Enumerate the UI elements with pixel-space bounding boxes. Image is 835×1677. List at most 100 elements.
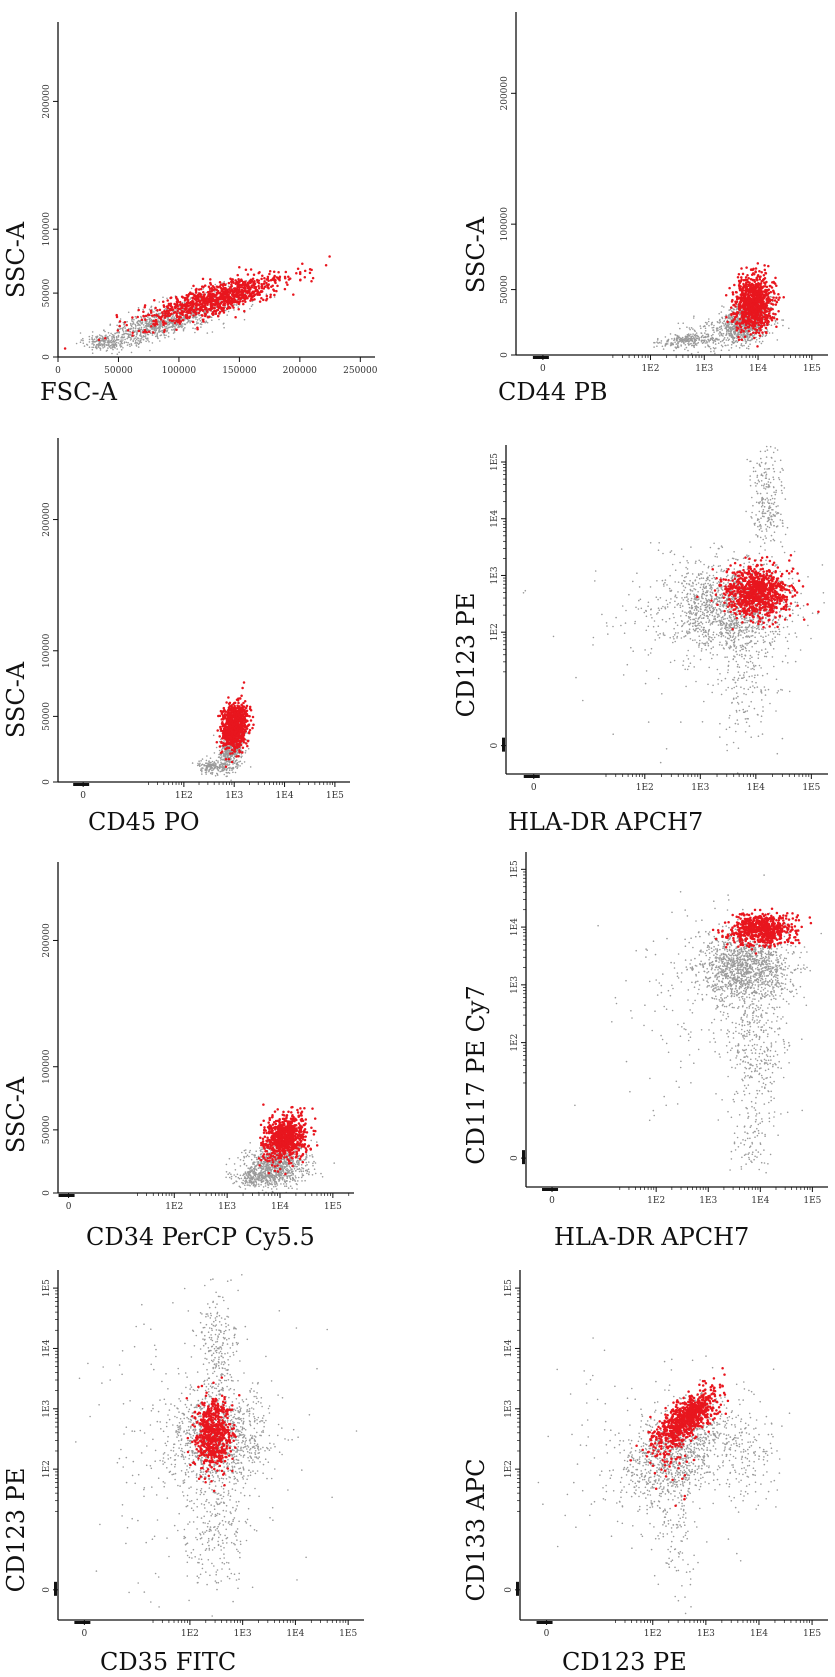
event-point xyxy=(185,314,189,318)
event-point xyxy=(125,341,128,344)
event-point xyxy=(758,341,761,343)
event-point xyxy=(98,334,101,336)
event-point xyxy=(698,337,701,339)
event-point xyxy=(189,303,192,307)
event-point xyxy=(142,315,146,318)
event-point xyxy=(121,335,123,338)
event-point xyxy=(236,293,240,297)
event-point xyxy=(124,330,127,332)
event-point xyxy=(722,323,725,325)
event-point xyxy=(235,300,239,303)
event-point xyxy=(712,329,714,331)
x-tick-label: 50000 xyxy=(104,366,133,376)
event-point xyxy=(215,293,218,297)
event-point xyxy=(91,337,93,339)
event-point xyxy=(100,339,103,342)
event-point xyxy=(192,308,195,312)
event-point xyxy=(720,349,723,352)
event-point xyxy=(769,290,773,294)
event-point xyxy=(223,740,225,742)
event-point xyxy=(757,305,761,309)
event-point xyxy=(145,331,148,334)
event-point xyxy=(238,291,241,294)
event-point xyxy=(728,321,731,324)
event-point xyxy=(741,321,745,325)
event-point xyxy=(225,288,228,292)
event-point xyxy=(700,327,702,330)
event-point xyxy=(167,335,170,338)
event-point xyxy=(243,298,246,301)
event-point xyxy=(176,309,179,313)
event-point xyxy=(127,311,130,314)
event-point xyxy=(241,283,244,286)
event-point xyxy=(172,311,176,315)
event-point xyxy=(775,300,779,304)
event-point xyxy=(238,265,241,269)
event-point xyxy=(121,327,123,330)
event-point xyxy=(725,315,728,319)
event-point xyxy=(201,770,203,773)
event-point xyxy=(94,341,96,343)
event-point xyxy=(731,316,733,319)
event-point xyxy=(154,306,157,310)
event-point xyxy=(140,315,142,318)
event-point xyxy=(703,339,705,342)
event-point xyxy=(111,347,113,349)
event-point xyxy=(134,330,137,332)
event-point xyxy=(147,325,150,327)
event-point xyxy=(732,308,734,310)
event-point xyxy=(774,276,777,280)
event-point xyxy=(205,773,207,775)
event-point xyxy=(177,307,180,310)
event-point xyxy=(101,337,104,340)
event-point xyxy=(265,298,268,302)
event-point xyxy=(688,344,690,346)
event-point xyxy=(131,325,133,328)
event-point xyxy=(764,326,768,330)
event-point xyxy=(711,321,714,324)
event-point xyxy=(122,326,125,329)
event-point xyxy=(152,319,155,323)
event-point xyxy=(250,284,253,287)
event-point xyxy=(183,315,185,318)
event-point xyxy=(238,300,242,303)
event-point xyxy=(199,323,202,325)
event-point xyxy=(122,339,124,341)
event-point xyxy=(714,343,717,345)
event-point xyxy=(214,291,216,293)
event-point xyxy=(136,342,139,344)
event-point xyxy=(100,334,102,337)
event-point xyxy=(209,283,213,286)
event-point xyxy=(752,331,755,334)
event-point xyxy=(137,346,140,348)
event-point xyxy=(749,343,751,346)
event-point xyxy=(109,334,111,337)
x-tick-label: 0 xyxy=(55,366,61,376)
event-point xyxy=(129,330,132,333)
x-tick-label: 100000 xyxy=(162,366,197,376)
event-point xyxy=(714,352,716,355)
event-point xyxy=(227,285,230,288)
event-point xyxy=(107,332,110,334)
event-point xyxy=(689,328,691,331)
event-point xyxy=(686,326,688,329)
event-point xyxy=(150,314,154,317)
event-point xyxy=(762,315,765,319)
event-point xyxy=(735,300,739,303)
event-point xyxy=(228,291,232,295)
event-point xyxy=(215,746,218,749)
event-point xyxy=(230,293,234,296)
event-point xyxy=(782,319,785,321)
event-point xyxy=(738,347,741,349)
event-point xyxy=(741,288,744,291)
event-point xyxy=(181,301,184,304)
event-point xyxy=(273,280,277,283)
event-point xyxy=(201,773,203,775)
event-point xyxy=(213,752,216,754)
event-point xyxy=(221,768,223,771)
event-point xyxy=(234,290,237,293)
event-point xyxy=(168,326,171,329)
event-point xyxy=(661,345,664,348)
event-point xyxy=(137,308,140,312)
event-point xyxy=(765,310,769,313)
